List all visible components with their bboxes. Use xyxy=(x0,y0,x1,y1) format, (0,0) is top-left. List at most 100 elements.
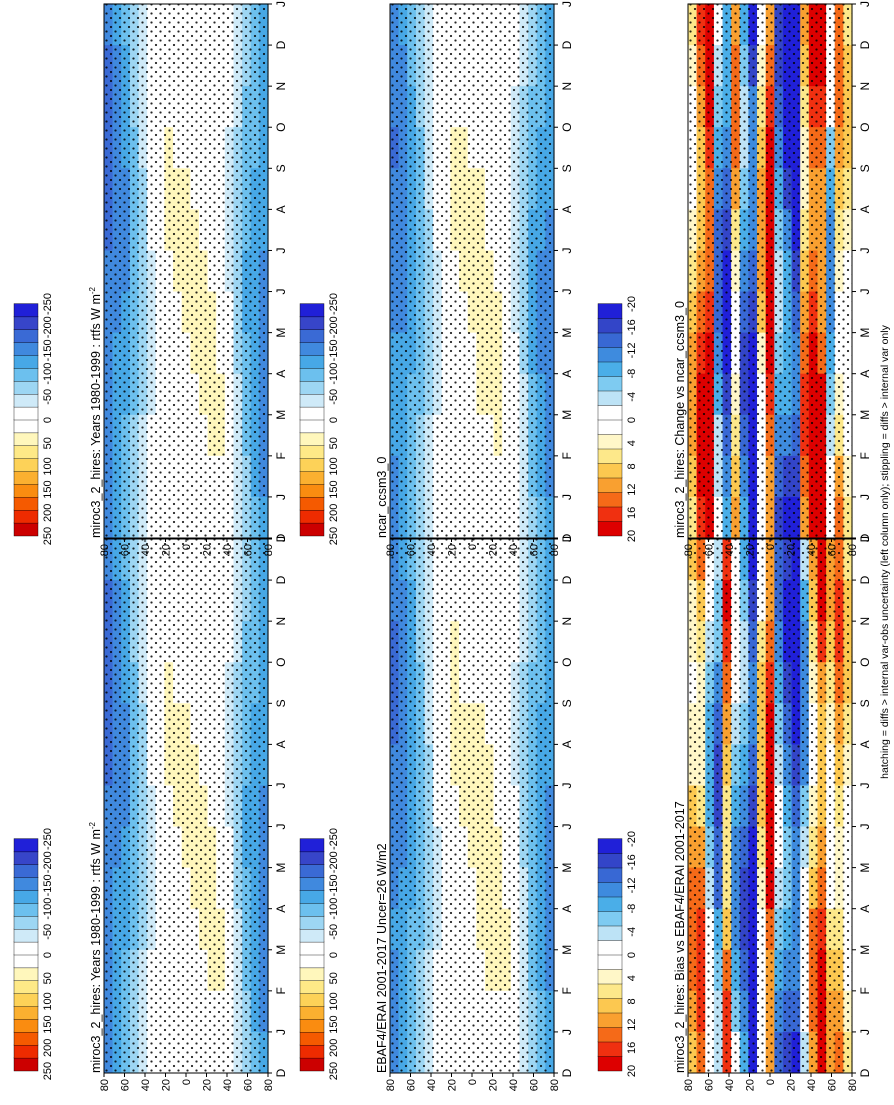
colorbar-swatch xyxy=(13,954,39,969)
month-tick-label: M xyxy=(560,945,574,955)
lat-tick-label: 80 xyxy=(263,1079,275,1091)
colorbar-swatch xyxy=(13,902,39,917)
colorbar-label: 250 xyxy=(328,1062,340,1080)
colorbar-swatch xyxy=(299,954,325,969)
lat-tick-label: 20 xyxy=(786,1079,798,1091)
colorbar-label: -250 xyxy=(42,828,54,850)
colorbar-label: 8 xyxy=(626,463,638,469)
colorbar-swatch xyxy=(597,390,623,406)
colorbar-swatch xyxy=(597,419,623,435)
month-tick-label: J xyxy=(858,536,872,542)
colorbar-swatch xyxy=(597,1055,623,1072)
colorbar-label: 200 xyxy=(328,504,340,522)
lat-tick-label: 0 xyxy=(467,1079,479,1085)
month-tick-label: F xyxy=(858,452,872,459)
colorbar-label: 100 xyxy=(328,992,340,1010)
colorbar-label: -150 xyxy=(42,339,54,361)
colorbar-swatch xyxy=(13,522,39,537)
panels-layer: miroc3_2_hires: Years 1980-1999 : rtfs W… xyxy=(13,1,872,1091)
colorbar-label: 50 xyxy=(42,437,54,449)
colorbar-swatch xyxy=(299,329,325,343)
colorbar-label: 20 xyxy=(626,530,638,542)
colorbar-label: 8 xyxy=(626,998,638,1004)
month-tick-label: S xyxy=(274,164,288,172)
month-tick-label: J xyxy=(274,1029,288,1035)
colorbar-swatch xyxy=(299,432,325,446)
colorbar-label: -100 xyxy=(42,363,54,385)
colorbar-label: 150 xyxy=(42,480,54,498)
colorbar-swatch xyxy=(299,1031,325,1046)
colorbar-swatch xyxy=(299,483,325,498)
lat-tick-label: 0 xyxy=(181,1079,193,1085)
panel-4: miroc3_2_hires: Bias vs EBAF4/ERAI 2001-… xyxy=(597,536,872,1091)
lat-tick-label: 20 xyxy=(202,544,214,556)
colorbar-label: 200 xyxy=(42,1039,54,1057)
lat-tick-label: 40 xyxy=(806,1079,818,1091)
lat-tick-label: 0 xyxy=(765,1079,777,1085)
colorbar-swatch xyxy=(299,1018,325,1033)
colorbar-swatch xyxy=(13,303,39,318)
lat-tick-label: 80 xyxy=(549,1079,561,1091)
colorbar-swatch xyxy=(299,303,325,318)
colorbar-swatch xyxy=(13,1031,39,1046)
colorbar-label: -12 xyxy=(626,877,638,893)
lat-tick-label: 40 xyxy=(508,1079,520,1091)
colorbar-label: -12 xyxy=(626,342,638,358)
colorbar-label: -250 xyxy=(42,293,54,315)
panel-2: EBAF4/ERAI 2001-2017 Uncer=26 W/m2 DJFMAM… xyxy=(299,536,574,1091)
colorbar-swatch xyxy=(13,1057,39,1072)
colorbar-swatch xyxy=(299,419,325,434)
lat-tick-label: 60 xyxy=(120,544,132,556)
colorbar-label: -200 xyxy=(328,851,340,873)
colorbar-swatch xyxy=(597,852,623,869)
colorbar-swatch xyxy=(13,496,39,511)
colorbar-label: -150 xyxy=(328,339,340,361)
lat-tick-label: 20 xyxy=(447,544,459,556)
month-tick-label: J xyxy=(560,536,574,542)
colorbar-label: -4 xyxy=(626,927,638,937)
colorbar-label: 100 xyxy=(42,457,54,475)
panel-title: miroc3_2_hires: Change vs ncar_ccsm3_0 xyxy=(673,301,687,538)
month-tick-label: S xyxy=(560,699,574,707)
month-tick-label: J xyxy=(858,1,872,7)
colorbar-label: 50 xyxy=(328,437,340,449)
colorbar-label: -50 xyxy=(328,389,340,405)
colorbar-swatch xyxy=(299,458,325,472)
lat-tick-label: 80 xyxy=(99,1079,111,1091)
colorbar-swatch xyxy=(597,997,623,1014)
lat-tick-label: 20 xyxy=(786,544,798,556)
colorbar-label: -100 xyxy=(328,363,340,385)
colorbar-swatch xyxy=(13,445,39,459)
month-tick-label: D xyxy=(858,533,872,542)
colorbar-swatch xyxy=(13,458,39,472)
colorbar-swatch xyxy=(13,419,39,434)
colorbar-swatch xyxy=(13,941,39,956)
colorbar-swatch xyxy=(13,1005,39,1020)
lat-tick-label: 20 xyxy=(202,1079,214,1091)
lat-tick-label: 80 xyxy=(847,1079,859,1091)
month-tick-label: N xyxy=(858,617,872,626)
colorbar-label: 150 xyxy=(42,1015,54,1033)
colorbar-label: -50 xyxy=(328,924,340,940)
colorbar-swatch xyxy=(13,509,39,524)
colorbar-swatch xyxy=(597,303,623,319)
month-tick-label: N xyxy=(560,617,574,626)
month-tick-label: A xyxy=(274,905,288,913)
colorbar-label: 200 xyxy=(42,504,54,522)
lat-tick-label: 60 xyxy=(827,544,839,556)
panel-1: miroc3_2_hires: Years 1980-1999 : rtfs W… xyxy=(13,1,288,556)
colorbar-label: 16 xyxy=(626,1042,638,1054)
month-tick-label: S xyxy=(560,164,574,172)
colorbar-swatch xyxy=(299,445,325,459)
lat-tick-label: 40 xyxy=(222,544,234,556)
colorbar-swatch xyxy=(299,1057,325,1072)
colorbar-swatch xyxy=(597,968,623,985)
month-tick-label: M xyxy=(858,945,872,955)
lat-tick-label: 60 xyxy=(243,1079,255,1091)
colorbar-label: 100 xyxy=(42,992,54,1010)
colorbar-swatch xyxy=(597,375,623,392)
month-tick-label: M xyxy=(858,410,872,420)
colorbar-label: 12 xyxy=(626,1018,638,1030)
